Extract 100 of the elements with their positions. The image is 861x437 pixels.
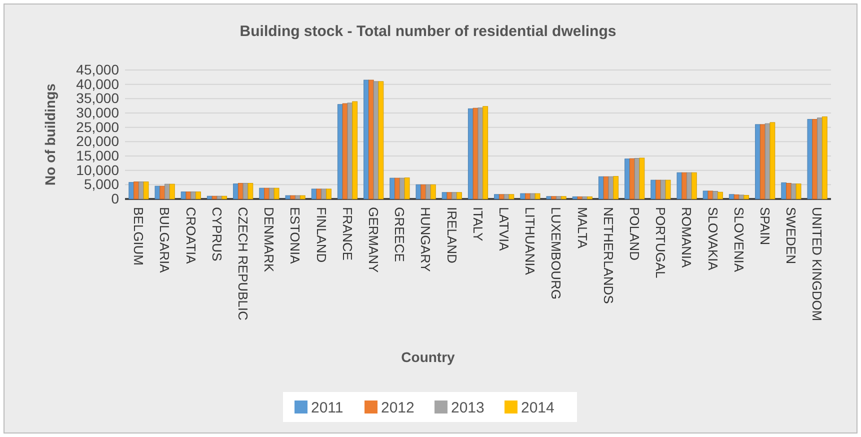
- bar: [770, 122, 776, 200]
- bar: [399, 178, 405, 200]
- x-tick-label: LATVIA: [496, 207, 512, 252]
- bar: [682, 172, 688, 200]
- bar: [452, 192, 458, 200]
- bar: [560, 196, 566, 200]
- bar: [368, 80, 374, 200]
- x-tick-label: IRELAND: [444, 207, 460, 264]
- bar: [321, 188, 327, 200]
- legend-label: 2013: [451, 399, 484, 416]
- bar: [738, 194, 744, 200]
- bar: [316, 188, 322, 200]
- bar: [546, 196, 552, 200]
- x-tick-label: CROATIA: [183, 207, 198, 264]
- bar: [364, 80, 369, 200]
- bar: [134, 182, 139, 200]
- bar: [650, 180, 656, 200]
- bar: [416, 184, 422, 200]
- bar: [494, 194, 500, 200]
- x-tick-label: MALTA: [574, 207, 590, 249]
- bar: [285, 195, 291, 200]
- bar: [686, 172, 692, 200]
- y-tick-label: 5,000: [84, 176, 120, 192]
- bar: [572, 196, 578, 200]
- bar: [718, 192, 723, 200]
- bar: [347, 102, 353, 200]
- bar: [582, 196, 588, 200]
- bar: [691, 172, 697, 200]
- x-tick-label: FRANCE: [340, 207, 355, 261]
- bar: [598, 176, 604, 200]
- x-tick-label: GREECE: [392, 207, 408, 262]
- y-tick-label: 15,000: [76, 147, 120, 164]
- y-tick-label: 0: [111, 190, 120, 206]
- x-tick-label: SWEDEN: [784, 207, 799, 264]
- chart-title: Building stock - Total number of residential dwelings: [240, 23, 616, 40]
- bar: [781, 182, 787, 200]
- bar: [608, 176, 614, 200]
- bar: [456, 192, 462, 200]
- bar: [708, 190, 714, 200]
- bar: [128, 182, 134, 200]
- bar: [390, 178, 396, 200]
- bar: [248, 182, 254, 200]
- y-tick-label: 20,000: [76, 133, 120, 150]
- bar: [206, 196, 212, 200]
- y-tick-label: 25,000: [76, 118, 120, 135]
- bar: [420, 184, 426, 200]
- bar: [264, 188, 270, 200]
- bar: [326, 188, 332, 200]
- bar: [337, 104, 343, 200]
- bar: [138, 182, 144, 200]
- bar: [216, 196, 222, 200]
- legend-label: 2012: [381, 399, 414, 416]
- bar: [551, 196, 557, 200]
- bar: [728, 194, 734, 200]
- bar: [233, 184, 238, 200]
- x-tick-label: DENMARK: [262, 207, 277, 272]
- y-tick-label: 10,000: [76, 162, 120, 178]
- bar: [212, 196, 218, 200]
- y-tick-label: 40,000: [76, 76, 120, 92]
- bar: [629, 158, 635, 200]
- bar: [525, 193, 530, 200]
- x-tick-label: SLOVENIA: [731, 207, 746, 272]
- bar: [613, 176, 619, 200]
- legend-label: 2014: [521, 399, 554, 416]
- x-tick-label: ITALY: [470, 207, 486, 242]
- bar: [430, 184, 436, 200]
- bar: [656, 180, 661, 200]
- bar: [352, 101, 358, 200]
- y-tick-label: 35,000: [76, 90, 120, 106]
- bar: [259, 188, 265, 200]
- bar: [676, 172, 682, 200]
- bar: [665, 180, 671, 200]
- x-tick-label: UNITED KINGDOM: [810, 207, 825, 322]
- x-tick-label: SPAIN: [758, 207, 773, 246]
- x-tick-label: ROMANIA: [679, 207, 694, 268]
- bar: [755, 124, 760, 200]
- bar: [624, 158, 630, 200]
- bar: [530, 193, 536, 200]
- bar: [520, 193, 526, 200]
- bar: [508, 194, 514, 200]
- bar: [222, 196, 228, 200]
- x-tick-label: FINLAND: [314, 207, 329, 263]
- x-tick-label: ESTONIA: [288, 207, 303, 264]
- bar: [468, 108, 474, 200]
- bar: [290, 195, 296, 200]
- bar: [534, 193, 540, 200]
- x-tick-label: BELGIUM: [131, 207, 146, 266]
- bar: [712, 191, 718, 200]
- x-tick-label: PORTUGAL: [653, 207, 668, 278]
- bar: [295, 195, 300, 200]
- bar: [744, 195, 750, 200]
- bar: [478, 108, 484, 200]
- x-tick-label: LITHUANIA: [522, 207, 538, 276]
- x-axis-title: Country: [401, 349, 456, 365]
- bar: [577, 196, 583, 200]
- bar: [587, 196, 592, 200]
- bar: [426, 184, 431, 200]
- bar: [154, 186, 160, 200]
- bar: [378, 81, 384, 200]
- bar: [807, 119, 813, 200]
